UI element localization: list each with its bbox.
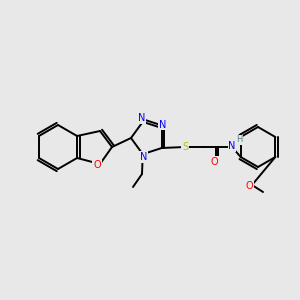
Text: N: N	[138, 113, 146, 123]
Text: O: O	[210, 157, 218, 167]
Text: N: N	[228, 141, 236, 151]
Text: N: N	[140, 152, 147, 162]
Text: N: N	[159, 119, 166, 130]
Text: O: O	[93, 160, 101, 170]
Text: H: H	[236, 136, 242, 145]
Text: S: S	[182, 142, 188, 152]
Text: O: O	[245, 181, 253, 191]
